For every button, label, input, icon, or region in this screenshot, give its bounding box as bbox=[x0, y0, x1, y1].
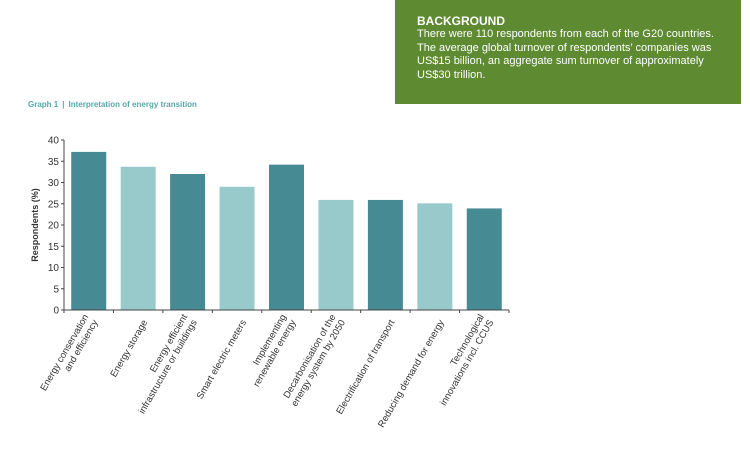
y-tick-label: 30 bbox=[48, 178, 60, 189]
graph-separator: | bbox=[62, 100, 65, 109]
graph-title: Graph 1 | Interpretation of energy transit… bbox=[28, 100, 197, 109]
graph-title-text: Interpretation of energy transition bbox=[68, 100, 197, 109]
y-tick-label: 40 bbox=[48, 136, 60, 147]
bar bbox=[417, 203, 453, 310]
bar bbox=[120, 166, 156, 310]
x-category-label-line: Smart electric meters bbox=[195, 318, 250, 401]
background-text: There were 110 respondents from each of … bbox=[417, 28, 714, 81]
y-tick-label: 35 bbox=[48, 157, 60, 168]
x-category-label: Energy storage bbox=[108, 318, 150, 379]
x-category-label: Implementingrenewable energy bbox=[242, 312, 299, 389]
background-box: BACKGROUND There were 110 respondents fr… bbox=[395, 0, 741, 104]
y-tick-label: 25 bbox=[48, 199, 60, 210]
y-tick-label: 5 bbox=[53, 284, 59, 295]
y-axis-label: Respondents (%) bbox=[30, 188, 40, 262]
y-tick-label: 15 bbox=[48, 242, 60, 253]
graph-number: Graph 1 bbox=[28, 100, 59, 109]
bar bbox=[219, 186, 255, 310]
bar bbox=[269, 164, 304, 310]
x-category-label: Smart electric meters bbox=[195, 318, 250, 401]
y-tick-label: 10 bbox=[48, 263, 60, 274]
bar bbox=[71, 151, 107, 310]
y-tick-label: 20 bbox=[48, 221, 60, 232]
bar bbox=[367, 199, 403, 310]
x-category-label-line: Energy storage bbox=[108, 318, 150, 379]
x-category-label: Energy conservationand efficiency bbox=[38, 312, 100, 398]
y-tick-label: 0 bbox=[53, 306, 59, 317]
bar bbox=[466, 208, 502, 310]
background-title: BACKGROUND bbox=[417, 14, 505, 28]
bar bbox=[170, 174, 206, 310]
bar bbox=[318, 199, 354, 310]
